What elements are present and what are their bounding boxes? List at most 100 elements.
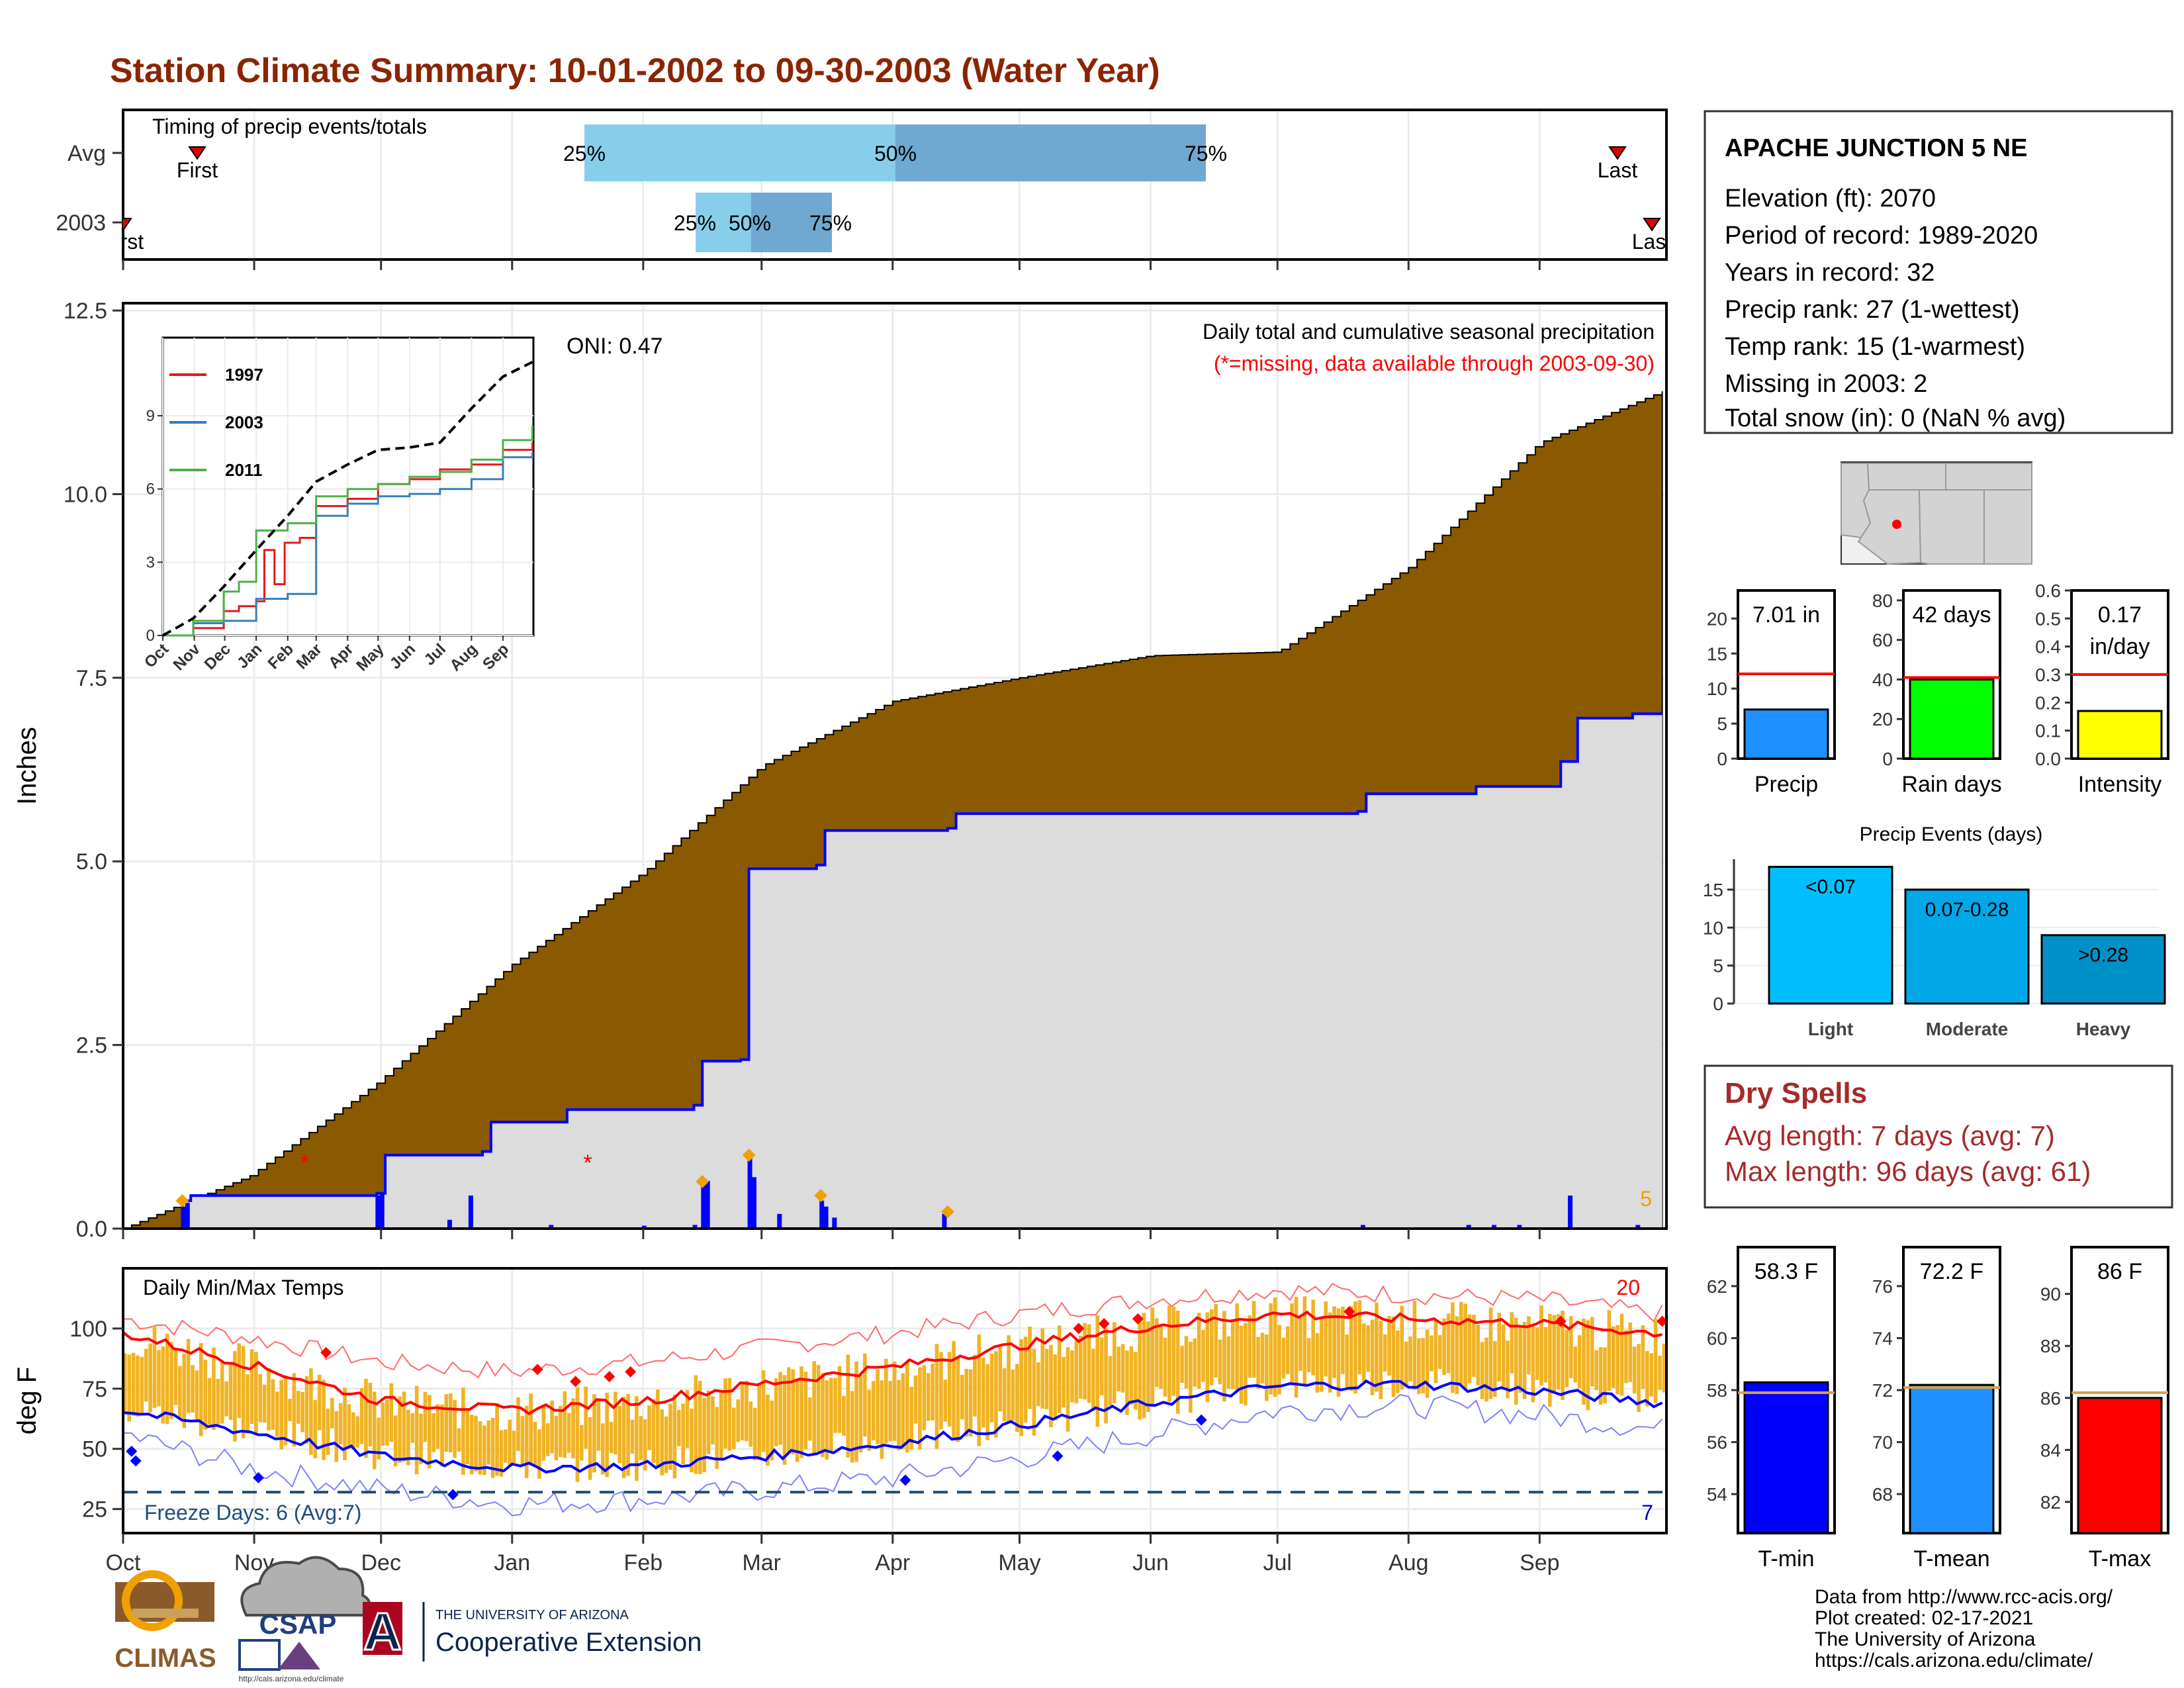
daily-temp-bar bbox=[1586, 1320, 1590, 1411]
month-label-may: May bbox=[998, 1550, 1040, 1575]
daily-temp-bar bbox=[1375, 1303, 1379, 1392]
daily-precip-bar bbox=[185, 1203, 190, 1229]
daily-precip-bar bbox=[705, 1180, 710, 1229]
daily-temp-bar bbox=[1007, 1335, 1011, 1422]
daily-temp-bar bbox=[1269, 1303, 1273, 1395]
month-label-jun: Jun bbox=[1132, 1550, 1169, 1575]
daily-temp-bar bbox=[1320, 1317, 1324, 1392]
daily-temp-bar bbox=[676, 1409, 681, 1446]
daily-temp-bar bbox=[224, 1381, 228, 1417]
event-category-heavy: Heavy bbox=[2076, 1019, 2131, 1039]
station-line-2: Period of record: 1989-2020 bbox=[1725, 222, 2038, 250]
daily-temp-bar bbox=[1611, 1326, 1615, 1388]
daily-temp-bar bbox=[545, 1423, 550, 1456]
record-low-marker bbox=[1052, 1450, 1064, 1462]
daily-temp-bar bbox=[1036, 1362, 1040, 1407]
daily-temp-bar bbox=[1480, 1342, 1484, 1399]
daily-temp-bar bbox=[1637, 1344, 1641, 1413]
daily-temp-bar bbox=[1218, 1339, 1222, 1385]
daily-temp-bar bbox=[757, 1383, 761, 1460]
precip-stat-ytick-label: 60 bbox=[1872, 630, 1893, 651]
daily-temp-bar bbox=[1641, 1325, 1645, 1389]
daily-temp-bar bbox=[947, 1352, 952, 1427]
daily-precip-bar bbox=[375, 1196, 381, 1229]
daily-temp-bar bbox=[1040, 1328, 1045, 1409]
event-value-label-heavy: >0.28 bbox=[2078, 945, 2128, 966]
daily-temp-bar bbox=[588, 1417, 592, 1480]
footer-line-3: The University of Arizona bbox=[1815, 1628, 2036, 1650]
daily-temp-bar bbox=[1345, 1334, 1349, 1387]
daily-temp-bar bbox=[1565, 1329, 1569, 1387]
event-value-label-light: <0.07 bbox=[1805, 876, 1856, 898]
daily-temp-bar bbox=[1472, 1315, 1476, 1377]
daily-temp-bar bbox=[313, 1400, 318, 1459]
daily-temp-bar bbox=[1133, 1352, 1138, 1410]
daily-temp-bar bbox=[1129, 1346, 1134, 1405]
month-label-aug: Aug bbox=[1388, 1550, 1429, 1575]
daily-temp-bar bbox=[1437, 1335, 1442, 1370]
daily-temp-bar bbox=[508, 1419, 512, 1466]
daily-temp-bar bbox=[207, 1378, 212, 1425]
daily-temp-bar bbox=[1163, 1337, 1167, 1397]
precip-stat-ytick-label: 0.0 bbox=[2035, 749, 2061, 769]
daily-temp-bar bbox=[1057, 1325, 1062, 1413]
precip-ytick-label: 2.5 bbox=[76, 1033, 107, 1058]
precip-stat-ytick-label: 0.2 bbox=[2035, 692, 2061, 713]
precip-stat-bar-label-0: Precip bbox=[1754, 772, 1818, 797]
hot-count: 20 bbox=[1616, 1276, 1640, 1299]
daily-temp-bar bbox=[296, 1391, 300, 1424]
daily-temp-bar bbox=[791, 1369, 796, 1455]
daily-temp-bar bbox=[1387, 1316, 1391, 1376]
daily-temp-bar bbox=[867, 1389, 872, 1451]
inset-line-1997 bbox=[163, 442, 533, 637]
daily-temp-bar bbox=[465, 1410, 470, 1464]
daily-temp-bar bbox=[821, 1373, 825, 1458]
daily-temp-bar bbox=[254, 1352, 258, 1434]
inset-legend-2003: 2003 bbox=[225, 412, 263, 432]
daily-temp-bar bbox=[186, 1338, 191, 1413]
precip-stat-ytick-label: 0.4 bbox=[2035, 637, 2061, 657]
ua-small-text: THE UNIVERSITY OF ARIZONA bbox=[435, 1608, 629, 1622]
daily-temp-bar bbox=[934, 1344, 939, 1449]
daily-precip-bar bbox=[1635, 1225, 1641, 1229]
timing-avg-25: 25% bbox=[563, 142, 606, 165]
tmin-record-line bbox=[122, 1393, 1663, 1517]
tmin-average-line bbox=[122, 1379, 1663, 1474]
temp-bar-2 bbox=[2077, 1397, 2163, 1534]
daily-temp-bar bbox=[1501, 1324, 1506, 1387]
daily-temp-bar bbox=[554, 1415, 559, 1461]
daily-precip-bar bbox=[777, 1213, 782, 1229]
daily-temp-bar bbox=[880, 1380, 884, 1459]
daily-temp-bar bbox=[495, 1403, 499, 1476]
daily-temp-bar bbox=[1594, 1350, 1598, 1390]
daily-temp-bar bbox=[888, 1381, 893, 1442]
temp-ytick-label: 72 bbox=[1872, 1380, 1893, 1401]
daily-precip-bar bbox=[641, 1225, 647, 1229]
daily-temp-bar bbox=[1514, 1317, 1518, 1405]
footer-line-1: Data from http://www.rcc-acis.org/ bbox=[1815, 1586, 2113, 1608]
daily-temp-bar bbox=[1467, 1314, 1472, 1383]
daily-precip-bar bbox=[447, 1219, 452, 1229]
daily-temp-bar bbox=[580, 1425, 584, 1461]
daily-temp-bar bbox=[1125, 1350, 1129, 1415]
daily-temp-bar bbox=[1099, 1337, 1104, 1395]
daily-temp-bar bbox=[1154, 1318, 1159, 1387]
daily-temp-bar bbox=[727, 1378, 732, 1451]
daily-temp-bar bbox=[1070, 1350, 1074, 1403]
daily-temp-bar bbox=[1615, 1325, 1619, 1395]
month-label-sep: Sep bbox=[1520, 1550, 1560, 1575]
precip-legend-2: (*=missing, data available through 2003-… bbox=[1214, 352, 1655, 375]
daily-temp-bar bbox=[981, 1357, 985, 1428]
daily-temp-bar bbox=[871, 1381, 876, 1440]
timing-row-avg: Avg bbox=[68, 141, 106, 166]
daily-temp-bar bbox=[1248, 1315, 1252, 1378]
timing-avg-75: 75% bbox=[1185, 142, 1227, 165]
timing-2003-75: 75% bbox=[809, 211, 852, 235]
daily-precip-bar bbox=[751, 1177, 756, 1229]
daily-temp-bar bbox=[563, 1391, 567, 1458]
daily-temp-bar bbox=[482, 1425, 486, 1476]
month-label-dec: Dec bbox=[361, 1550, 400, 1575]
daily-temp-bar bbox=[435, 1404, 440, 1449]
daily-temp-bar bbox=[372, 1391, 377, 1470]
